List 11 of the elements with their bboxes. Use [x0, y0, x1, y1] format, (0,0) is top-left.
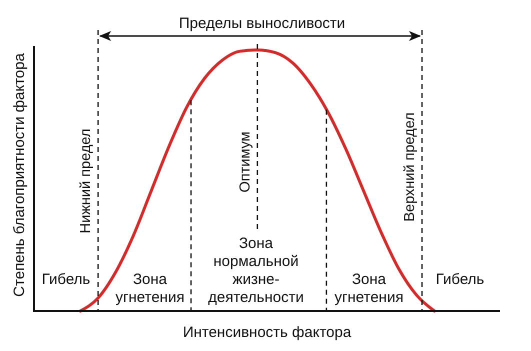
annotation: Оптимум	[237, 131, 254, 193]
text: Пределы выносливости	[178, 15, 346, 32]
x-axis-title: Интенсивность фактора	[182, 324, 352, 341]
annotation: Зона нормальной жизне- деятельности	[208, 235, 304, 306]
annotation: Зона угнетения	[116, 271, 184, 306]
annotation: Нижний предел	[78, 128, 94, 234]
annotation: Гибель	[436, 271, 484, 288]
annotation: Гибель	[42, 271, 90, 288]
annotation: Верхний предел	[402, 112, 418, 222]
y-axis-title: Степень благоприятности фактора	[10, 52, 28, 297]
annotation: Зона угнетения	[334, 271, 404, 306]
